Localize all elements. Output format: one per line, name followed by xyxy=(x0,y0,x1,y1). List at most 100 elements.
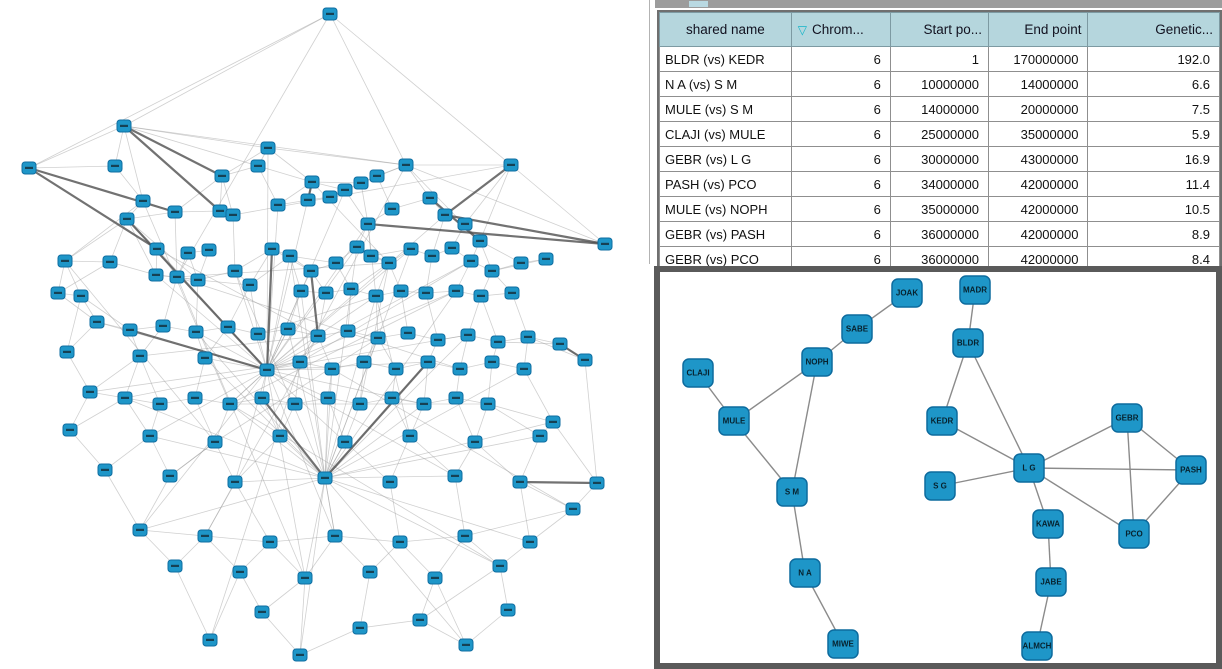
network-node[interactable] xyxy=(382,475,398,489)
node-shape[interactable] xyxy=(952,328,984,358)
network-node[interactable] xyxy=(259,363,275,377)
graph-node-s-g[interactable]: S G xyxy=(924,471,956,501)
cell-value[interactable]: 6 xyxy=(790,221,891,247)
cell-value[interactable]: 14000000 xyxy=(987,71,1089,97)
network-node[interactable] xyxy=(360,217,376,231)
network-node[interactable] xyxy=(490,335,506,349)
network-node[interactable] xyxy=(420,355,436,369)
network-node[interactable] xyxy=(422,191,438,205)
cell-value[interactable]: 192.0 xyxy=(1087,46,1220,72)
network-node[interactable] xyxy=(214,169,230,183)
node-shape[interactable] xyxy=(789,558,821,588)
cell-shared-name[interactable]: CLAJI (vs) MULE xyxy=(659,121,792,147)
network-node[interactable] xyxy=(516,362,532,376)
cell-shared-name[interactable]: MULE (vs) NOPH xyxy=(659,196,792,222)
cell-value[interactable]: 6 xyxy=(790,96,891,122)
network-node[interactable] xyxy=(424,249,440,263)
network-node[interactable] xyxy=(293,284,309,298)
column-header-3[interactable]: End point xyxy=(987,12,1089,47)
graph-node-pco[interactable]: PCO xyxy=(1118,519,1150,549)
network-node[interactable] xyxy=(393,284,409,298)
cell-value[interactable]: 1 xyxy=(889,46,989,72)
table-row[interactable]: PASH (vs) PCO 6 34000000 42000000 11.4 xyxy=(659,171,1220,197)
network-node[interactable] xyxy=(452,362,468,376)
network-node[interactable] xyxy=(416,397,432,411)
node-shape[interactable] xyxy=(776,477,808,507)
network-node[interactable] xyxy=(262,535,278,549)
network-node[interactable] xyxy=(180,246,196,260)
network-node[interactable] xyxy=(500,603,516,617)
network-node[interactable] xyxy=(520,330,536,344)
graph-node-n-a[interactable]: N A xyxy=(789,558,821,588)
network-node[interactable] xyxy=(142,429,158,443)
network-node[interactable] xyxy=(388,362,404,376)
cell-value[interactable]: 42000000 xyxy=(987,171,1089,197)
network-node[interactable] xyxy=(457,529,473,543)
network-node[interactable] xyxy=(427,571,443,585)
network-node[interactable] xyxy=(303,264,319,278)
cell-value[interactable]: 30000000 xyxy=(889,146,989,172)
network-node[interactable] xyxy=(132,523,148,537)
node-shape[interactable] xyxy=(891,278,923,308)
network-node[interactable] xyxy=(472,234,488,248)
graph-node-gebr[interactable]: GEBR xyxy=(1111,403,1143,433)
network-node[interactable] xyxy=(254,391,270,405)
network-node[interactable] xyxy=(337,183,353,197)
cell-shared-name[interactable]: GEBR (vs) L G xyxy=(659,146,792,172)
cell-value[interactable]: 11.4 xyxy=(1087,171,1220,197)
network-node[interactable] xyxy=(300,193,316,207)
network-node[interactable] xyxy=(169,270,185,284)
network-node[interactable] xyxy=(212,204,228,218)
network-node[interactable] xyxy=(317,471,333,485)
network-node[interactable] xyxy=(272,429,288,443)
node-shape[interactable] xyxy=(718,406,750,436)
network-node[interactable] xyxy=(349,240,365,254)
network-node[interactable] xyxy=(545,415,561,429)
network-node[interactable] xyxy=(362,565,378,579)
network-node[interactable] xyxy=(328,256,344,270)
network-node[interactable] xyxy=(532,429,548,443)
cell-value[interactable]: 43000000 xyxy=(987,146,1089,172)
cell-value[interactable]: 42000000 xyxy=(987,221,1089,247)
network-node[interactable] xyxy=(565,502,581,516)
cell-value[interactable]: 6 xyxy=(790,46,891,72)
network-node[interactable] xyxy=(310,329,326,343)
network-node[interactable] xyxy=(132,349,148,363)
network-node[interactable] xyxy=(162,469,178,483)
network-node[interactable] xyxy=(589,476,605,490)
cell-value[interactable]: 42000000 xyxy=(987,196,1089,222)
graph-node-sabe[interactable]: SABE xyxy=(841,314,873,344)
network-node[interactable] xyxy=(457,217,473,231)
cell-value[interactable]: 10.5 xyxy=(1087,196,1220,222)
network-node[interactable] xyxy=(190,273,206,287)
cell-shared-name[interactable]: BLDR (vs) KEDR xyxy=(659,46,792,72)
node-shape[interactable] xyxy=(827,629,859,659)
network-node[interactable] xyxy=(304,175,320,189)
network-node[interactable] xyxy=(62,423,78,437)
node-shape[interactable] xyxy=(1175,455,1207,485)
network-node[interactable] xyxy=(480,397,496,411)
node-shape[interactable] xyxy=(682,358,714,388)
network-node[interactable] xyxy=(320,391,336,405)
network-node[interactable] xyxy=(430,333,446,347)
column-header-2[interactable]: Start po... xyxy=(889,12,989,47)
network-node[interactable] xyxy=(418,286,434,300)
network-node[interactable] xyxy=(324,362,340,376)
network-node[interactable] xyxy=(369,169,385,183)
network-node[interactable] xyxy=(337,435,353,449)
cell-value[interactable]: 16.9 xyxy=(1087,146,1220,172)
table-row[interactable]: MULE (vs) S M 6 14000000 20000000 7.5 xyxy=(659,96,1220,122)
cell-value[interactable]: 35000000 xyxy=(889,196,989,222)
network-node[interactable] xyxy=(384,202,400,216)
cell-value[interactable]: 6 xyxy=(790,71,891,97)
graph-node-joak[interactable]: JOAK xyxy=(891,278,923,308)
graph-node-mule[interactable]: MULE xyxy=(718,406,750,436)
cell-value[interactable]: 20000000 xyxy=(987,96,1089,122)
cell-value[interactable]: 5.9 xyxy=(1087,121,1220,147)
cell-value[interactable]: 6 xyxy=(790,196,891,222)
network-node[interactable] xyxy=(116,119,132,133)
network-node[interactable] xyxy=(448,391,464,405)
network-node[interactable] xyxy=(201,243,217,257)
network-node[interactable] xyxy=(467,435,483,449)
network-node[interactable] xyxy=(155,319,171,333)
